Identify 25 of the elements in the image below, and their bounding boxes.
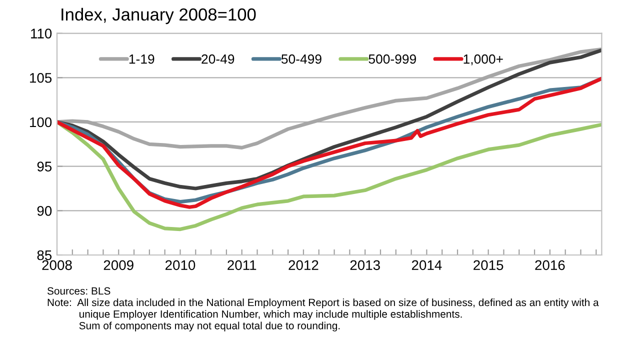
x-tick-label: 2013 xyxy=(350,260,380,270)
y-tick-label: 95 xyxy=(37,162,52,172)
y-tick-label: 90 xyxy=(37,206,52,216)
y-tick-label: 105 xyxy=(30,72,52,83)
line-series xyxy=(57,47,602,150)
legend-label: 1-19 xyxy=(129,54,154,64)
y-tick-label: 100 xyxy=(30,117,52,128)
x-tick-label: 2011 xyxy=(228,260,256,270)
y-tick-label: 85 xyxy=(37,250,52,260)
text: Note: All size data included in the National Employment Report is based on size of business, defined as an entity with a unique Employer Identification Number, which may include multiple establishments. Sum of components may not equal total due to rounding. xyxy=(48,298,599,332)
line-series xyxy=(57,120,602,232)
x-tick-label: 2012 xyxy=(288,260,318,270)
y-tick-label: 110 xyxy=(31,28,52,38)
x-tick-label: 2009 xyxy=(104,260,134,270)
x-tick-label: 2010 xyxy=(165,260,196,270)
legend-label: 500-999 xyxy=(368,54,416,64)
source-note: Sources: BLS xyxy=(47,287,110,295)
x-tick-label: 2014 xyxy=(412,260,442,270)
x-tick-label: 2016 xyxy=(535,260,565,270)
x-tick-label: 2015 xyxy=(474,260,504,270)
legend-label: 50-499 xyxy=(281,54,322,64)
chart-title: Index, January 2008=100 xyxy=(62,8,256,24)
legend-label: 20-49 xyxy=(202,54,234,64)
legend-label: 1,000+ xyxy=(464,54,503,66)
x-tick-label: 2008 xyxy=(42,260,72,270)
